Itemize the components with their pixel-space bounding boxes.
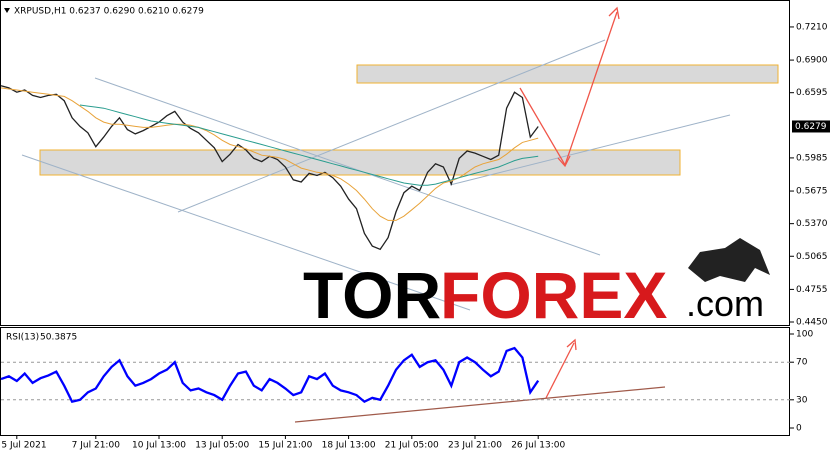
x-tick-label: 18 Jul 13:00: [322, 441, 376, 451]
arrow: [545, 342, 575, 399]
series-line: [79, 104, 539, 186]
x-tick-label: 13 Jul 05:00: [195, 441, 249, 451]
x-tick-label: 26 Jul 13:00: [511, 441, 565, 451]
rsi-title: RSI(13): [6, 333, 39, 343]
rsi-panel: [0, 327, 790, 436]
last-price-label: 0.6279: [795, 122, 827, 132]
bull-icon: [688, 238, 770, 282]
x-tick-label: 10 Jul 13:00: [132, 441, 186, 451]
y-tick-label: 100: [796, 330, 813, 340]
channel-line: [21, 154, 471, 311]
main-panel: [0, 0, 790, 326]
series-line: [0, 346, 540, 404]
channel-line: [449, 114, 731, 186]
series-line: [0, 87, 539, 221]
y-tick-label: 0.5370: [796, 219, 828, 229]
y-tick-label: 30: [796, 395, 808, 405]
arrow-head: [608, 6, 620, 20]
y-tick-label: 0.7210: [796, 22, 828, 32]
x-tick-label: 5 Jul 2021: [1, 441, 46, 451]
y-tick-label: 0.5675: [796, 187, 828, 197]
rsi-value: 50.3875: [40, 333, 77, 343]
watermark-suffix: .com: [686, 283, 764, 324]
header: XRPUSD,H1 0.6237 0.6290 0.6210 0.6279: [14, 7, 204, 17]
x-tick-label: 23 Jul 21:00: [448, 441, 502, 451]
y-tick-label: 0.4755: [796, 285, 828, 295]
y-tick-label: 70: [796, 358, 808, 368]
arrow-head: [557, 155, 571, 168]
header-icon: [4, 8, 10, 13]
y-tick-label: 0.5985: [796, 153, 828, 163]
last-price-box: [792, 120, 830, 133]
resistance-zone: [356, 64, 779, 84]
rsi-trendline: [294, 386, 666, 423]
watermark: TOR FOREX .com: [303, 238, 770, 332]
forecast-arrows: [519, 6, 620, 399]
y-tick-label: 0.5065: [796, 252, 828, 262]
channel-lines: [21, 39, 731, 311]
channel-line: [94, 77, 601, 256]
x-tick-label: 21 Jul 05:00: [385, 441, 439, 451]
y-tick-label: 0.6595: [796, 88, 828, 98]
x-tick-label: 15 Jul 21:00: [258, 441, 312, 451]
watermark-text: TOR: [303, 258, 441, 332]
y-tick-label: 0.6900: [796, 56, 828, 66]
x-tick-label: 7 Jul 21:00: [72, 441, 121, 451]
watermark-text: FOREX: [440, 258, 667, 332]
arrow-head: [566, 338, 577, 351]
channel-line: [177, 39, 606, 213]
y-tick-label: 0.4450: [796, 318, 828, 328]
y-tick-label: 0: [796, 424, 802, 434]
